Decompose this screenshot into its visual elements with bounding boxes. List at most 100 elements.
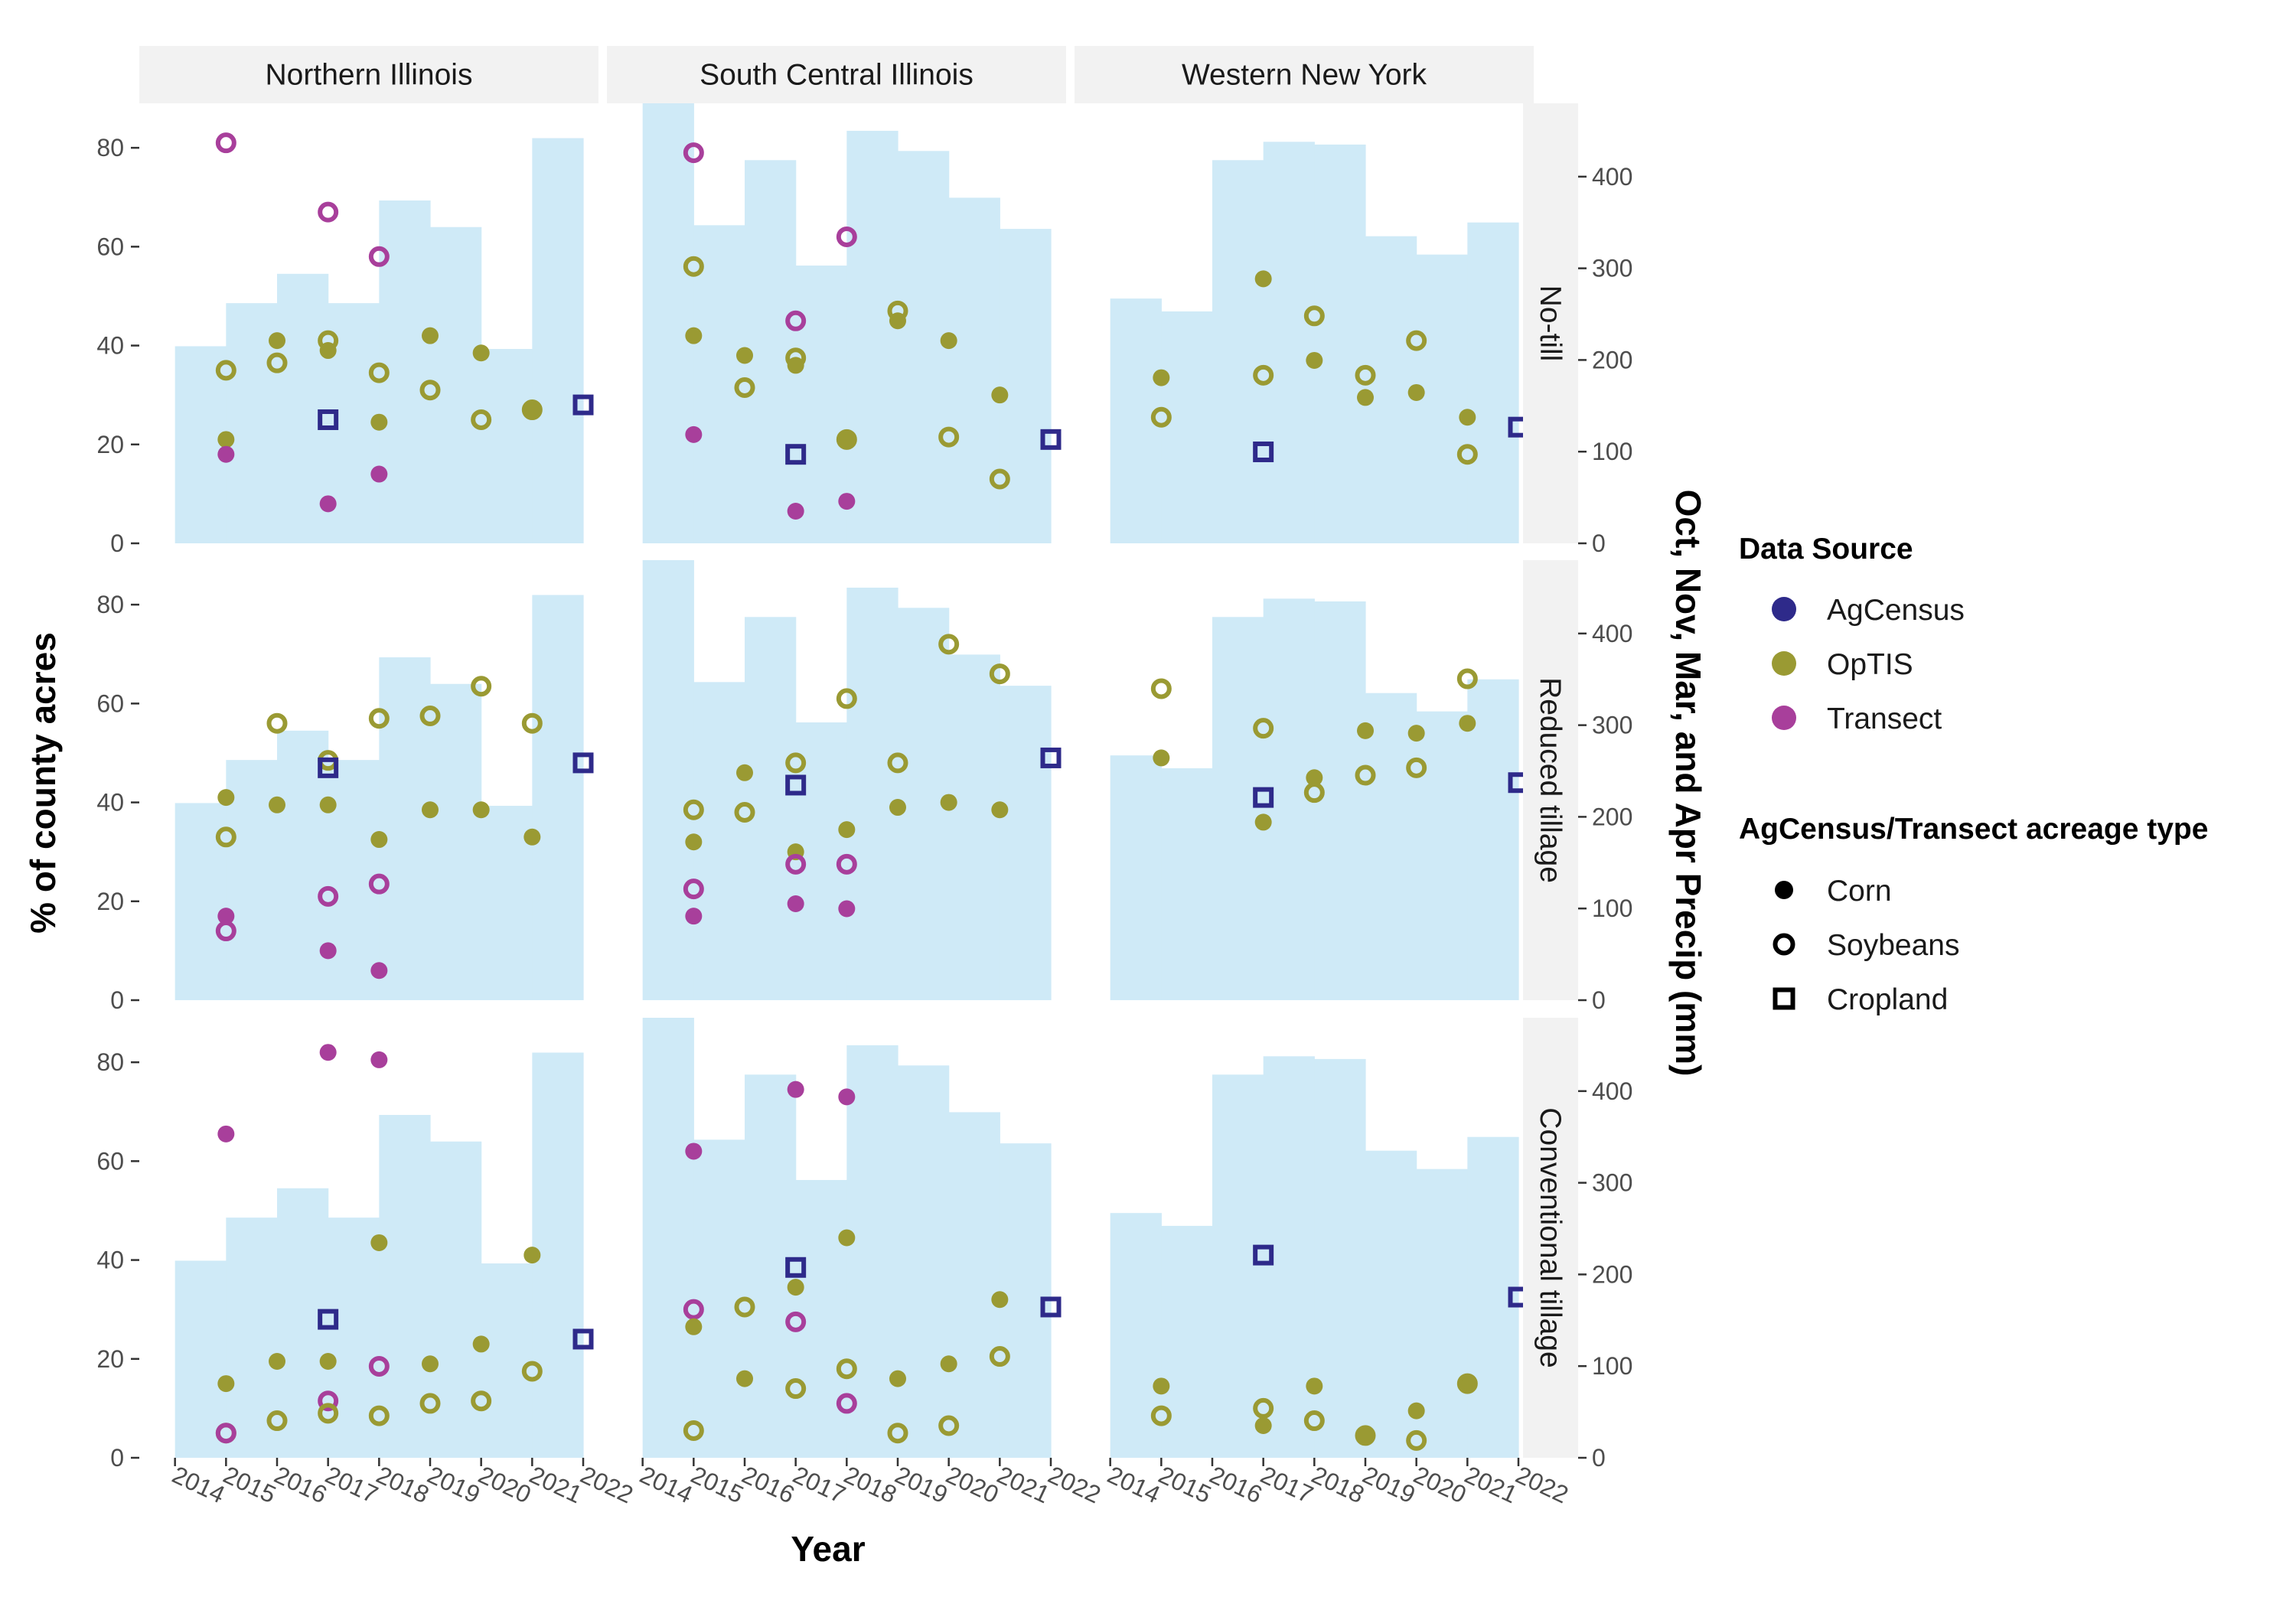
legend-type-title: AgCensus/Transect acreage type <box>1739 813 2208 846</box>
legend-key-corn <box>1775 881 1793 899</box>
point-optis-corn-2020 <box>940 332 957 350</box>
precip-bar-2019 <box>1365 693 1417 1000</box>
point-transect-soybeans-2018 <box>836 226 857 247</box>
point-optis-corn-2016 <box>269 796 285 813</box>
y2-tick-label: 0 <box>1592 530 1606 557</box>
point-optis-corn-2015 <box>217 789 235 807</box>
point-optis-soybeans-2019 <box>419 380 441 401</box>
column-strip-label: Western New York <box>1182 59 1427 92</box>
point-optis-soybeans-2015 <box>215 826 236 848</box>
point-optis-corn-2015 <box>217 1375 235 1393</box>
point-optis-soybeans-2019 <box>1355 764 1376 786</box>
precip-bar-2016 <box>1212 1074 1264 1458</box>
precip-bar-2021 <box>532 595 584 1000</box>
panel-south-central-illinois-reduced-tillage <box>642 560 1062 1000</box>
precip-bar-2020 <box>948 654 1000 1000</box>
precip-bar-2021 <box>1000 686 1052 1000</box>
point-optis-soybeans-2018 <box>368 362 390 383</box>
point-transect-soybeans-2017 <box>785 853 807 875</box>
precip-bar-2016 <box>1212 617 1264 1000</box>
point-optis-corn-2018 <box>838 1229 856 1247</box>
point-optis-soybeans-2020 <box>471 1390 492 1412</box>
point-optis-corn-2015 <box>685 327 703 344</box>
legend-entry-cropland: Cropland <box>1773 983 1948 1016</box>
point-optis-soybeans-2018 <box>1303 305 1325 327</box>
y2-axis-reduced-tillage: 0 100 200 300 400 <box>1578 620 1632 1014</box>
legend-label-optis: OpTIS <box>1827 648 1913 681</box>
point-optis-soybeans-2020 <box>1406 1429 1427 1451</box>
precip-bar-2014 <box>642 103 694 543</box>
point-transect-soybeans-2015 <box>683 878 704 900</box>
panel-south-central-illinois-conventional-tillage <box>642 1018 1062 1458</box>
point-optis-soybeans-2019 <box>1355 1425 1376 1446</box>
column-strip-label: Northern Illinois <box>266 59 473 92</box>
point-optis-corn-2017 <box>319 1353 337 1371</box>
point-optis-corn-2021 <box>991 1291 1009 1309</box>
point-optis-corn-2021 <box>1459 715 1476 732</box>
precip-bar-2015 <box>693 682 745 1000</box>
point-optis-corn-2020 <box>1407 725 1425 742</box>
x-tick-label: 2022 <box>576 1461 638 1509</box>
point-optis-corn-2017 <box>787 1279 804 1296</box>
point-transect-corn-2017 <box>319 1044 337 1061</box>
point-transect-soybeans-2017 <box>318 885 339 907</box>
panel-northern-illinois-conventional-tillage <box>174 1044 594 1458</box>
point-optis-soybeans-2015 <box>683 256 704 277</box>
y-tick-label: 60 <box>96 1147 124 1175</box>
legend-label-cropland: Cropland <box>1827 983 1948 1016</box>
point-optis-soybeans-2015 <box>1150 1405 1172 1426</box>
legend: Data Source AgCensus OpTIS Transect AgCens… <box>1739 533 2208 1016</box>
point-optis-soybeans-2021 <box>989 663 1010 685</box>
point-optis-corn-2019 <box>889 799 906 817</box>
y2-axis-conventional-tillage: 0 100 200 300 400 <box>1578 1077 1632 1472</box>
point-agcensus-cropland-2017 <box>1253 787 1274 808</box>
y2-tick-label: 200 <box>1592 1260 1632 1288</box>
point-optis-soybeans-2019 <box>1355 364 1376 386</box>
point-agcensus-cropland-2017 <box>785 444 807 465</box>
precip-bar-2019 <box>898 151 950 543</box>
precip-bar-2019 <box>1365 1150 1417 1458</box>
legend-entry-transect: Transect <box>1772 702 1942 735</box>
y2-tick-label: 200 <box>1592 803 1632 830</box>
x-axis-title: Year <box>791 1529 865 1569</box>
y2-tick-label: 100 <box>1592 438 1632 465</box>
point-optis-corn-2018 <box>1306 1377 1323 1395</box>
y2-tick-label: 100 <box>1592 1352 1632 1380</box>
precip-bar-2014 <box>642 560 694 1000</box>
point-transect-soybeans-2017 <box>318 1390 339 1412</box>
legend-key-cropland <box>1773 987 1795 1010</box>
point-optis-corn-2018 <box>1306 351 1323 369</box>
precip-bar-2020 <box>481 349 533 543</box>
point-optis-corn-2020 <box>472 344 490 362</box>
precip-bar-2021 <box>1467 222 1519 543</box>
precip-bar-2014 <box>642 1018 694 1458</box>
point-optis-soybeans-2015 <box>683 1420 704 1441</box>
point-optis-corn-2019 <box>422 1355 439 1373</box>
point-optis-soybeans-2016 <box>734 1296 755 1318</box>
point-optis-corn-2021 <box>1459 409 1476 426</box>
y2-axis-no-till: 0 100 200 300 400 <box>1578 163 1632 557</box>
point-optis-soybeans-2015 <box>215 360 236 381</box>
precip-bar-2019 <box>1365 236 1417 543</box>
point-optis-corn-2015 <box>1153 749 1170 767</box>
point-transect-corn-2015 <box>217 1125 235 1143</box>
point-optis-soybeans-2021 <box>521 399 543 421</box>
point-optis-soybeans-2016 <box>266 712 288 734</box>
precip-bar-2020 <box>1416 711 1468 1000</box>
legend-label-agcensus: AgCensus <box>1827 594 1965 627</box>
y-tick-label: 60 <box>96 233 124 260</box>
point-optis-corn-2017 <box>319 342 337 360</box>
precip-bar-2018 <box>1314 601 1366 1000</box>
point-agcensus-cropland-2017 <box>785 1257 807 1278</box>
precip-bar-2021 <box>1000 229 1052 543</box>
point-transect-corn-2018 <box>370 962 388 980</box>
legend-key-agcensus <box>1772 597 1796 621</box>
point-optis-corn-2016 <box>736 347 753 364</box>
row-strip-bg <box>1523 560 1578 1000</box>
point-optis-corn-2019 <box>422 327 439 344</box>
point-optis-soybeans-2020 <box>1406 757 1427 778</box>
point-agcensus-cropland-2022 <box>1040 429 1062 450</box>
precip-bar-2019 <box>430 683 482 1000</box>
